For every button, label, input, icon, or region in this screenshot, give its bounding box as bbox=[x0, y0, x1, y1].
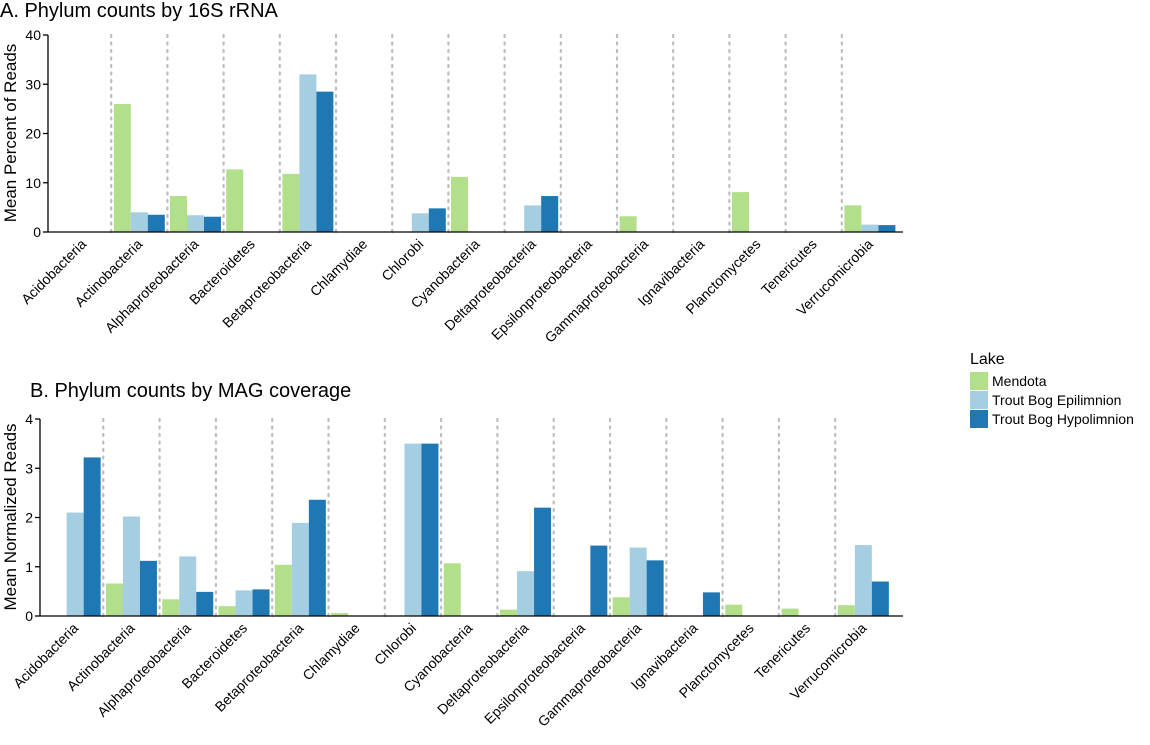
panel-b-y-tick-label: 0 bbox=[25, 608, 33, 624]
panel-a-y-tick-label: 30 bbox=[25, 76, 41, 92]
panel-a-bar-mendota-betaproteobacteria bbox=[282, 173, 300, 232]
panel-a-phylum-16s: A. Phylum counts by 16S rRNA Mean Percen… bbox=[0, 0, 903, 346]
panel-b-x-tick-label-chlorobi: Chlorobi bbox=[371, 620, 419, 668]
panel-a-y-tick-label: 40 bbox=[25, 27, 41, 43]
legend-swatch-trout-bog-epilimnion bbox=[970, 391, 988, 409]
panel-b-bar-trout-bog-epilimnion-betaproteobacteria bbox=[291, 522, 309, 616]
panel-b-bar-mendota-deltaproteobacteria bbox=[500, 609, 518, 616]
panel-b-bar-trout-bog-hypolimnion-acidobacteria bbox=[83, 457, 101, 616]
legend-item-trout-bog-hypolimnion: Trout Bog Hypolimnion bbox=[970, 410, 1134, 428]
panel-b-bar-trout-bog-hypolimnion-alphaproteobacteria bbox=[196, 591, 214, 616]
panel-a-bar-trout-bog-hypolimnion-verrucomicrobia bbox=[878, 225, 896, 232]
panel-b-bar-trout-bog-hypolimnion-deltaproteobacteria bbox=[534, 507, 552, 616]
panel-b-bar-trout-bog-epilimnion-gammaproteobacteria bbox=[629, 547, 647, 616]
panel-a-bar-trout-bog-hypolimnion-actinobacteria bbox=[147, 214, 165, 232]
panel-b-x-tick-label-alphaproteobacteria: Alphaproteobacteria bbox=[94, 620, 194, 720]
panel-a-x-tick-label-epsilonproteobacteria: Epsilonproteobacteria bbox=[488, 236, 595, 343]
legend-swatch-mendota bbox=[970, 372, 988, 390]
legend-item-mendota: Mendota bbox=[970, 372, 1047, 390]
panel-b-y-tick-label: 3 bbox=[25, 460, 33, 476]
panel-a-bar-mendota-planctomycetes bbox=[732, 192, 749, 232]
panel-a-bar-trout-bog-hypolimnion-deltaproteobacteria bbox=[541, 196, 559, 232]
panel-a-bar-mendota-bacteroidetes bbox=[226, 169, 244, 232]
panel-b-y-axis-title: Mean Normalized Reads bbox=[1, 423, 20, 610]
panel-b-bar-trout-bog-hypolimnion-verrucomicrobia bbox=[871, 581, 889, 616]
panel-b-bar-mendota-betaproteobacteria bbox=[274, 564, 292, 616]
panel-a-bar-trout-bog-hypolimnion-betaproteobacteria bbox=[316, 91, 334, 232]
legend-item-trout-bog-epilimnion: Trout Bog Epilimnion bbox=[970, 391, 1121, 409]
panel-a-bar-trout-bog-epilimnion-deltaproteobacteria bbox=[524, 205, 542, 232]
panel-b-bar-trout-bog-hypolimnion-chlorobi bbox=[421, 443, 439, 616]
legend-label-trout-bog-epilimnion: Trout Bog Epilimnion bbox=[992, 392, 1121, 408]
panel-a-bar-trout-bog-epilimnion-chlorobi bbox=[411, 213, 429, 232]
panel-a-y-tick-label: 10 bbox=[25, 175, 41, 191]
panel-b-y-tick-label: 1 bbox=[25, 559, 33, 575]
panel-a-y-tick-label: 0 bbox=[33, 224, 41, 240]
panel-b-bar-mendota-actinobacteria bbox=[105, 583, 123, 616]
legend: Lake Mendota Trout Bog Epilimnion Trout … bbox=[970, 351, 1134, 428]
panel-b-bar-mendota-gammaproteobacteria bbox=[612, 597, 630, 616]
panel-a-bar-mendota-alphaproteobacteria bbox=[170, 196, 187, 232]
panel-b-bar-mendota-chlamydiae bbox=[331, 613, 349, 616]
panel-b-x-tick-label-gammaproteobacteria: Gammaproteobacteria bbox=[534, 620, 644, 730]
panel-b-bar-mendota-bacteroidetes bbox=[218, 606, 236, 616]
legend-label-trout-bog-hypolimnion: Trout Bog Hypolimnion bbox=[992, 411, 1134, 427]
panel-a-x-tick-label-alphaproteobacteria: Alphaproteobacteria bbox=[102, 236, 202, 336]
panel-b-bar-trout-bog-epilimnion-acidobacteria bbox=[66, 512, 84, 616]
legend-label-mendota: Mendota bbox=[992, 373, 1047, 389]
panel-a-bar-trout-bog-epilimnion-actinobacteria bbox=[130, 212, 148, 232]
panel-a-bar-trout-bog-hypolimnion-chlorobi bbox=[428, 208, 446, 232]
panel-b-bar-trout-bog-hypolimnion-ignavibacteria bbox=[702, 592, 720, 616]
panel-b-bar-trout-bog-epilimnion-bacteroidetes bbox=[235, 590, 253, 616]
panel-b-bar-trout-bog-epilimnion-verrucomicrobia bbox=[854, 545, 872, 616]
panel-b-bar-trout-bog-hypolimnion-actinobacteria bbox=[139, 560, 157, 616]
panel-b-y-tick-label: 4 bbox=[25, 411, 33, 427]
panel-b-plot-area: 01234AcidobacteriaActinobacteriaAlphapro… bbox=[10, 411, 903, 730]
panel-a-x-tick-label-chlamydiae: Chlamydiae bbox=[307, 236, 371, 300]
panel-a-bar-mendota-cyanobacteria bbox=[451, 176, 468, 232]
panel-a-y-axis-title: Mean Percent of Reads bbox=[1, 44, 20, 223]
panel-a-bar-trout-bog-epilimnion-alphaproteobacteria bbox=[187, 215, 204, 232]
panel-b-phylum-mag: B. Phylum counts by MAG coverage Mean No… bbox=[1, 380, 903, 730]
panel-a-bar-trout-bog-hypolimnion-alphaproteobacteria bbox=[204, 216, 221, 232]
panel-b-x-tick-label-chlamydiae: Chlamydiae bbox=[299, 620, 363, 684]
panel-b-bar-mendota-alphaproteobacteria bbox=[162, 599, 180, 616]
panel-a-y-tick-label: 20 bbox=[25, 126, 41, 142]
panel-b-bar-trout-bog-epilimnion-chlorobi bbox=[404, 443, 422, 616]
panel-b-x-tick-label-epsilonproteobacteria: Epsilonproteobacteria bbox=[481, 620, 588, 727]
panel-a-plot-area: 010203040AcidobacteriaActinobacteriaAlph… bbox=[18, 27, 903, 346]
panel-b-bar-trout-bog-hypolimnion-bacteroidetes bbox=[252, 589, 270, 616]
panel-a-bar-mendota-actinobacteria bbox=[113, 103, 131, 232]
legend-swatch-trout-bog-hypolimnion bbox=[970, 410, 988, 428]
panel-b-bar-trout-bog-hypolimnion-gammaproteobacteria bbox=[646, 560, 664, 616]
panel-b-x-tick-label-tenericutes: Tenericutes bbox=[751, 620, 813, 682]
panel-a-bar-trout-bog-epilimnion-betaproteobacteria bbox=[299, 74, 317, 233]
panel-a-bar-trout-bog-epilimnion-verrucomicrobia bbox=[861, 224, 879, 232]
panel-b-bar-trout-bog-epilimnion-alphaproteobacteria bbox=[179, 556, 197, 616]
panel-b-bar-mendota-tenericutes bbox=[781, 608, 799, 616]
panel-b-bar-mendota-cyanobacteria bbox=[443, 563, 461, 616]
panel-a-bar-mendota-gammaproteobacteria bbox=[619, 216, 637, 232]
panel-a-x-tick-label-gammaproteobacteria: Gammaproteobacteria bbox=[541, 236, 651, 346]
panel-a-bar-mendota-verrucomicrobia bbox=[844, 205, 862, 232]
panel-a-x-tick-label-chlorobi: Chlorobi bbox=[378, 236, 426, 284]
panel-b-title: B. Phylum counts by MAG coverage bbox=[30, 380, 351, 402]
panel-b-bar-trout-bog-hypolimnion-betaproteobacteria bbox=[308, 499, 326, 616]
panel-b-y-tick-label: 2 bbox=[25, 510, 33, 526]
panel-a-x-tick-label-tenericutes: Tenericutes bbox=[758, 236, 820, 298]
panel-b-bar-mendota-verrucomicrobia bbox=[837, 605, 855, 616]
panel-b-bar-trout-bog-epilimnion-actinobacteria bbox=[122, 516, 140, 616]
legend-title: Lake bbox=[970, 351, 1005, 368]
panel-b-bar-trout-bog-epilimnion-deltaproteobacteria bbox=[517, 571, 535, 616]
panel-a-title: A. Phylum counts by 16S rRNA bbox=[0, 0, 279, 22]
panel-b-bar-trout-bog-hypolimnion-epsilonproteobacteria bbox=[590, 545, 608, 616]
panel-b-bar-mendota-planctomycetes bbox=[725, 604, 743, 616]
